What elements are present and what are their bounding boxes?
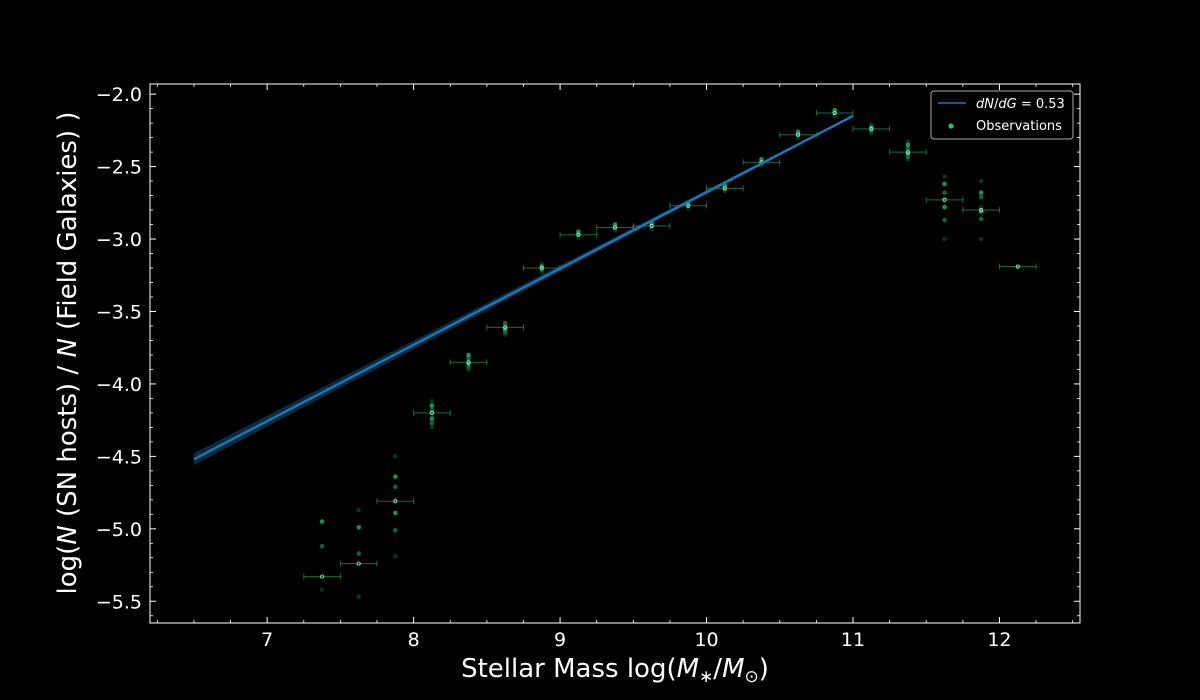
y-tick-label: −5.5 <box>96 591 142 613</box>
observation-sample <box>978 178 984 184</box>
x-tick-label: 7 <box>261 629 273 651</box>
legend-observations-label: Observations <box>976 119 1062 134</box>
plot-frame <box>149 83 1081 624</box>
observation-point <box>613 225 618 230</box>
observation-sample <box>429 399 435 404</box>
y-tick-label: −2.0 <box>96 84 142 106</box>
x-axis-label: Stellar Mass log(M∗/M⊙) <box>461 654 769 687</box>
observation-point <box>576 232 581 237</box>
observation-sample <box>978 236 984 242</box>
observation-sample <box>429 416 435 422</box>
observation-point <box>503 325 508 330</box>
observation-sample <box>356 507 362 513</box>
observation-sample <box>942 190 947 195</box>
legend-box <box>930 90 1074 140</box>
x-tick-label: 9 <box>554 629 566 651</box>
observation-point <box>942 197 947 202</box>
observation-point <box>649 223 654 228</box>
observation-sample <box>905 139 911 145</box>
observation-point <box>356 561 361 566</box>
observation-sample <box>978 190 984 195</box>
observation-sample <box>539 261 545 266</box>
observation-sample <box>319 519 325 524</box>
observation-sample <box>429 407 435 413</box>
observation-sample <box>429 425 435 430</box>
observations-layer <box>303 107 1037 600</box>
observation-sample <box>429 403 435 408</box>
observation-point <box>686 203 691 208</box>
observation-sample <box>759 157 764 162</box>
observation-sample <box>978 204 984 210</box>
x-tick-label: 10 <box>694 629 718 651</box>
y-tick-label: −3.5 <box>96 301 142 323</box>
observation-point <box>539 266 544 271</box>
observation-sample <box>356 551 362 556</box>
observation-sample <box>612 222 618 227</box>
y-tick-label: −4.5 <box>96 446 142 468</box>
y-tick-label: −5.0 <box>96 519 142 541</box>
observation-point <box>466 360 471 365</box>
observation-sample <box>393 510 398 516</box>
observation-sample <box>319 587 325 592</box>
observation-sample <box>502 320 508 326</box>
observation-point <box>979 208 984 213</box>
observation-sample <box>942 236 947 242</box>
observation-sample <box>393 474 398 479</box>
observation-sample <box>576 229 581 235</box>
observation-sample <box>319 543 325 549</box>
fit-line <box>193 114 854 461</box>
observation-sample <box>429 420 435 426</box>
observation-point <box>393 499 398 504</box>
observation-point <box>832 110 837 115</box>
observation-sample <box>942 217 947 223</box>
y-axis: −5.5 −5.0 −4.5 −4.0 −3.5 −3.0 −2.5 −2.0 <box>96 84 1080 617</box>
y-tick-label: −4.0 <box>96 374 142 396</box>
observation-sample <box>942 181 947 187</box>
observation-sample <box>868 122 874 127</box>
observation-point <box>869 126 874 131</box>
observation-sample <box>795 129 801 135</box>
observation-sample <box>393 527 398 533</box>
observation-sample <box>832 107 837 113</box>
legend-fit-line-label: dN/dG = 0.53 <box>976 97 1065 112</box>
y-axis-label: log(N (SN hosts) / N (Field Galaxies) ) <box>53 111 83 594</box>
observation-point <box>1015 264 1020 269</box>
observation-sample <box>978 216 984 222</box>
observation-sample <box>393 454 398 459</box>
observation-point <box>905 150 910 155</box>
observation-sample <box>393 554 398 559</box>
x-tick-label: 8 <box>408 629 420 651</box>
y-tick-label: −2.5 <box>96 157 142 179</box>
observation-point <box>429 410 434 415</box>
observation-sample <box>466 352 471 358</box>
observation-point <box>796 132 801 137</box>
x-axis: 7 8 9 10 11 12 <box>156 84 1074 651</box>
legend-observations-swatch <box>948 123 954 129</box>
observation-sample <box>393 484 398 490</box>
observation-sample <box>978 194 984 200</box>
x-tick-label: 11 <box>841 629 865 651</box>
observation-point <box>722 186 727 191</box>
observation-point <box>320 574 325 579</box>
x-tick-label: 12 <box>987 629 1011 651</box>
observation-sample <box>942 174 947 180</box>
fit-layer <box>193 114 854 466</box>
observation-sample <box>905 142 911 148</box>
observation-sample <box>356 594 362 600</box>
observation-sample <box>356 525 362 530</box>
observation-sample <box>942 204 947 210</box>
legend: dN/dG = 0.53 Observations <box>930 90 1074 140</box>
y-tick-label: −3.0 <box>96 229 142 251</box>
